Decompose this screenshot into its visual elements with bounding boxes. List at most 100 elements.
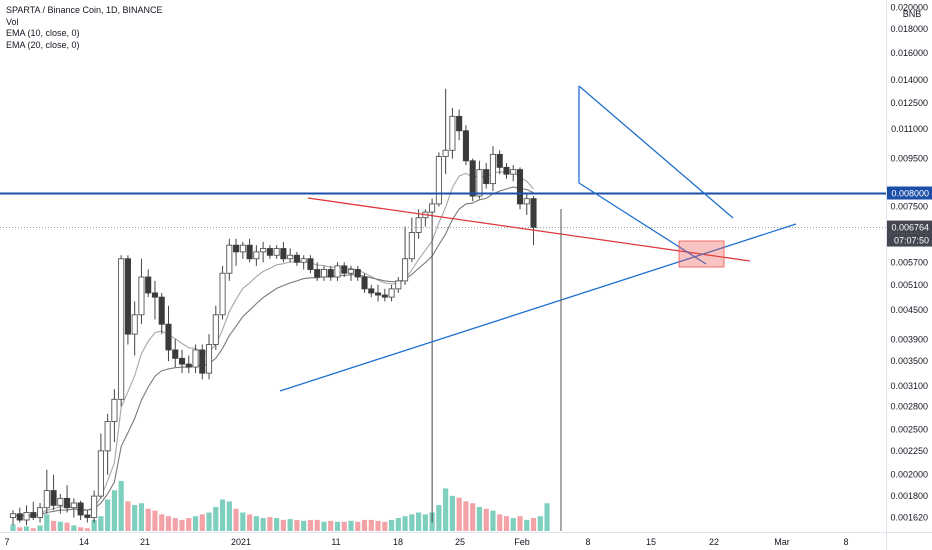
- price-tick-label: 0.011000: [891, 124, 928, 134]
- candle-body: [23, 512, 30, 521]
- candle-body: [43, 490, 50, 509]
- candle-body: [185, 363, 192, 368]
- volume-bar: [260, 518, 266, 531]
- volume-bar: [17, 527, 23, 531]
- volume-bar: [382, 521, 388, 531]
- volume-bar: [294, 519, 300, 531]
- ema-lines: [12, 171, 534, 517]
- candle-body: [84, 514, 91, 518]
- price-tick-label: 0.003500: [890, 356, 928, 366]
- candle-body: [266, 248, 273, 256]
- time-tick-label: 2021: [231, 537, 251, 547]
- candle-body: [138, 276, 145, 316]
- volume-bar: [78, 527, 84, 531]
- time-tick-label: 8: [843, 537, 848, 547]
- ema10-line: [12, 171, 534, 517]
- price-tick-label: 0.001800: [890, 491, 928, 501]
- volume-bar: [341, 521, 347, 531]
- ascending-trend-line: [279, 223, 797, 392]
- volume-bars: [10, 481, 550, 531]
- volume-bar: [172, 518, 178, 531]
- candle-body: [503, 166, 510, 175]
- time-tick-label: 22: [709, 537, 719, 547]
- candle-body: [77, 502, 84, 516]
- candle-body: [165, 323, 172, 351]
- legend: SPARTA / Binance Coin, 1D, BINANCE Vol E…: [6, 5, 163, 51]
- volume-bar: [355, 521, 361, 531]
- price-tick-label: 0.004500: [890, 305, 928, 315]
- volume-bar: [537, 516, 543, 531]
- candle-body: [57, 497, 64, 506]
- volume-bar: [409, 514, 415, 531]
- price-tick-label: 0.002250: [890, 446, 928, 456]
- volume-bar: [402, 516, 408, 531]
- volume-bar: [30, 528, 36, 531]
- candle-body: [287, 254, 294, 260]
- candle-body: [442, 149, 449, 157]
- candle-body: [253, 251, 260, 260]
- last-price-badge-bg: [887, 220, 932, 234]
- price-tick-label: 0.016000: [890, 48, 928, 58]
- volume-bar: [219, 499, 226, 531]
- candle-body: [449, 115, 456, 151]
- candle-body: [361, 276, 368, 290]
- candle-body: [192, 349, 199, 368]
- volume-bar: [240, 512, 246, 531]
- volume-bar: [361, 519, 368, 531]
- volume-bar: [328, 520, 334, 531]
- volume-bar: [368, 519, 374, 531]
- time-tick-label: 7: [4, 537, 9, 547]
- candle-body: [91, 495, 98, 518]
- candle-body: [280, 248, 287, 260]
- volume-bar: [111, 490, 117, 531]
- candle-body: [30, 512, 37, 518]
- candle-body: [354, 269, 361, 278]
- candle-body: [178, 357, 186, 365]
- resistance-price-badge: 0.008000: [891, 189, 929, 199]
- candle-body: [205, 344, 213, 374]
- candle-body: [64, 497, 71, 509]
- time-tick-label: 25: [455, 537, 465, 547]
- price-tick-label: 0.003900: [890, 334, 928, 344]
- candle-body: [489, 153, 497, 185]
- candle-body: [429, 203, 436, 213]
- legend-ema20: EMA (20, close, 0): [6, 39, 80, 50]
- candle-body: [293, 254, 300, 263]
- volume-bar: [375, 520, 381, 531]
- volume-bar: [132, 505, 138, 531]
- resistance-price-badge-bg: [887, 186, 932, 200]
- time-tick-label: Feb: [514, 537, 530, 547]
- volume-bar: [98, 516, 104, 531]
- candle-body: [334, 265, 341, 278]
- price-tick-label: 0.009500: [890, 154, 928, 164]
- price-tick-label: 0.005700: [890, 257, 928, 267]
- highlight-box: [678, 240, 725, 268]
- candle-body: [273, 248, 280, 256]
- volume-bar: [226, 501, 232, 531]
- volume-bar: [179, 519, 185, 531]
- candle-body: [510, 169, 517, 175]
- candle-body: [300, 258, 307, 263]
- volume-bar: [91, 519, 97, 531]
- price-tick-label: 0.018000: [890, 24, 928, 34]
- volume-bar: [483, 508, 489, 531]
- candle-body: [145, 276, 152, 294]
- price-tick-label: 0.003100: [890, 381, 928, 391]
- candle-body: [239, 244, 246, 253]
- volume-bar: [510, 518, 516, 531]
- candle-body: [111, 398, 118, 422]
- candle-body: [327, 269, 334, 278]
- price-tick-label: 0.002000: [890, 470, 928, 480]
- volume-bar: [456, 497, 462, 531]
- volume-bar: [213, 506, 219, 531]
- price-tick-label: 0.002800: [890, 401, 928, 411]
- candle-body: [341, 265, 348, 274]
- countdown-badge: 07:07:50: [894, 236, 929, 246]
- volume-bar: [449, 495, 455, 531]
- candle-body: [70, 502, 77, 509]
- candle-body: [408, 232, 415, 260]
- currency-label: BNB: [903, 9, 922, 19]
- volume-bar: [50, 520, 57, 531]
- volume-bar: [138, 503, 145, 531]
